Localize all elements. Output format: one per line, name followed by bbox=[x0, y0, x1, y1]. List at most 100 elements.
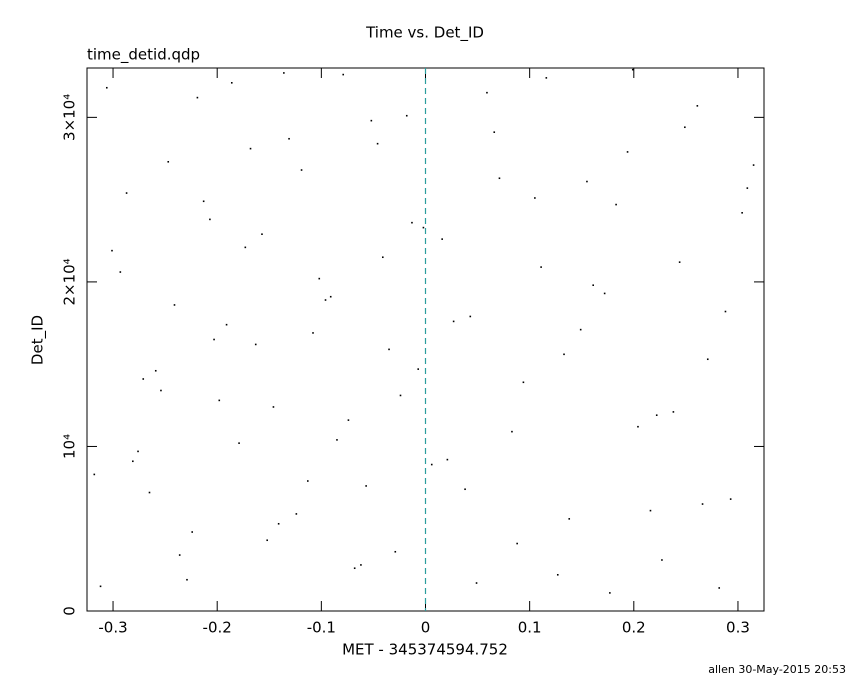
point bbox=[132, 460, 134, 463]
point bbox=[446, 458, 449, 461]
y-tick-label: 2×10⁴ bbox=[61, 258, 79, 305]
point bbox=[99, 585, 102, 588]
point bbox=[475, 582, 478, 584]
point bbox=[105, 86, 108, 89]
point bbox=[254, 343, 257, 346]
point bbox=[178, 554, 181, 556]
point bbox=[142, 378, 145, 380]
point bbox=[209, 218, 211, 221]
point bbox=[336, 439, 338, 441]
point bbox=[672, 411, 675, 413]
point bbox=[277, 522, 280, 525]
point bbox=[522, 381, 525, 384]
point bbox=[119, 271, 122, 273]
y-tick-label: 0 bbox=[61, 606, 79, 616]
point bbox=[609, 592, 611, 594]
point bbox=[148, 491, 151, 494]
point bbox=[249, 147, 252, 150]
x-tick-label: 0.1 bbox=[518, 619, 542, 637]
point bbox=[347, 419, 350, 421]
point bbox=[300, 169, 303, 171]
point bbox=[342, 73, 345, 76]
point bbox=[399, 394, 402, 397]
point bbox=[746, 187, 749, 189]
point bbox=[430, 463, 433, 466]
point bbox=[173, 304, 176, 306]
point bbox=[592, 284, 594, 286]
point bbox=[545, 77, 548, 79]
point bbox=[493, 131, 496, 133]
point bbox=[154, 369, 157, 372]
y-tick-label: 3×10⁴ bbox=[61, 94, 79, 141]
point bbox=[540, 266, 542, 268]
point bbox=[701, 503, 704, 505]
point bbox=[307, 480, 309, 482]
point bbox=[288, 137, 290, 140]
point bbox=[295, 513, 298, 515]
point bbox=[469, 315, 472, 318]
point bbox=[324, 299, 327, 301]
point bbox=[125, 192, 128, 194]
point bbox=[586, 180, 588, 183]
point bbox=[486, 91, 488, 94]
point bbox=[160, 389, 162, 392]
point bbox=[579, 328, 582, 331]
point bbox=[724, 310, 727, 313]
point bbox=[452, 320, 455, 323]
point bbox=[706, 358, 709, 361]
point bbox=[615, 203, 617, 206]
point bbox=[411, 221, 413, 224]
point bbox=[661, 559, 663, 561]
point bbox=[376, 142, 379, 145]
point bbox=[365, 485, 367, 487]
x-axis-label: MET - 345374594.752 bbox=[342, 641, 508, 659]
point bbox=[186, 578, 188, 581]
point bbox=[422, 226, 425, 229]
point bbox=[394, 550, 397, 553]
point bbox=[360, 564, 362, 566]
x-tick-label: -0.2 bbox=[203, 619, 232, 637]
point bbox=[684, 126, 686, 129]
footer: allen 30-May-2015 20:53 bbox=[708, 663, 846, 676]
point bbox=[516, 542, 518, 545]
point bbox=[534, 197, 536, 199]
y-tick-label: 10⁴ bbox=[61, 434, 79, 459]
point bbox=[191, 531, 193, 533]
point bbox=[213, 338, 215, 341]
point bbox=[729, 498, 732, 500]
point bbox=[283, 72, 285, 74]
point bbox=[556, 574, 559, 576]
point bbox=[631, 68, 634, 71]
point bbox=[329, 295, 332, 298]
point bbox=[696, 105, 699, 107]
point bbox=[603, 292, 606, 295]
point bbox=[511, 430, 513, 433]
point bbox=[752, 164, 755, 166]
point bbox=[225, 323, 228, 326]
x-tick-label: 0.3 bbox=[726, 619, 750, 637]
point bbox=[563, 353, 565, 356]
point bbox=[718, 587, 721, 589]
point bbox=[230, 82, 233, 84]
chart-title: Time vs. Det_ID bbox=[365, 24, 484, 43]
point bbox=[441, 238, 443, 240]
point bbox=[464, 488, 466, 491]
point bbox=[626, 151, 629, 153]
point bbox=[405, 114, 408, 117]
point bbox=[137, 450, 139, 453]
point bbox=[498, 177, 501, 180]
point bbox=[261, 233, 263, 235]
point bbox=[741, 212, 743, 214]
x-tick-label: 0.2 bbox=[622, 619, 646, 637]
point bbox=[568, 518, 571, 520]
point bbox=[318, 277, 321, 280]
point bbox=[244, 246, 247, 249]
point bbox=[272, 406, 275, 408]
point bbox=[655, 414, 658, 416]
point bbox=[637, 425, 639, 428]
point bbox=[370, 119, 373, 122]
y-axis-label: Det_ID bbox=[29, 315, 48, 365]
point bbox=[353, 567, 356, 570]
point bbox=[202, 200, 205, 203]
point bbox=[238, 442, 240, 444]
